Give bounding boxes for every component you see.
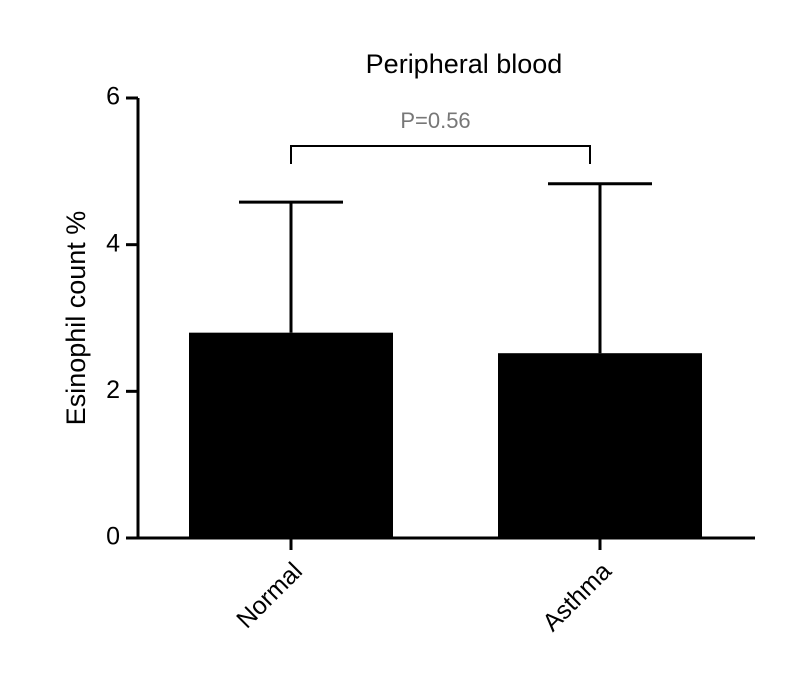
error-bar: [548, 182, 652, 354]
bar: [189, 332, 393, 538]
annotation: P=0.56: [400, 108, 470, 133]
y-tick-label: 0: [106, 523, 120, 551]
y-tick-label: 2: [106, 376, 120, 404]
y-tick-label: 6: [106, 83, 120, 111]
y-tick-label: 4: [106, 229, 120, 257]
chart-title: Peripheral blood: [366, 49, 563, 79]
bar: [498, 353, 702, 538]
error-bar: [239, 200, 343, 333]
y-axis-label: Esinophil count %: [61, 211, 91, 426]
x-tick-label: Normal: [231, 557, 308, 634]
x-tick-label: Asthma: [537, 557, 617, 637]
significance-bracket: [290, 145, 591, 164]
